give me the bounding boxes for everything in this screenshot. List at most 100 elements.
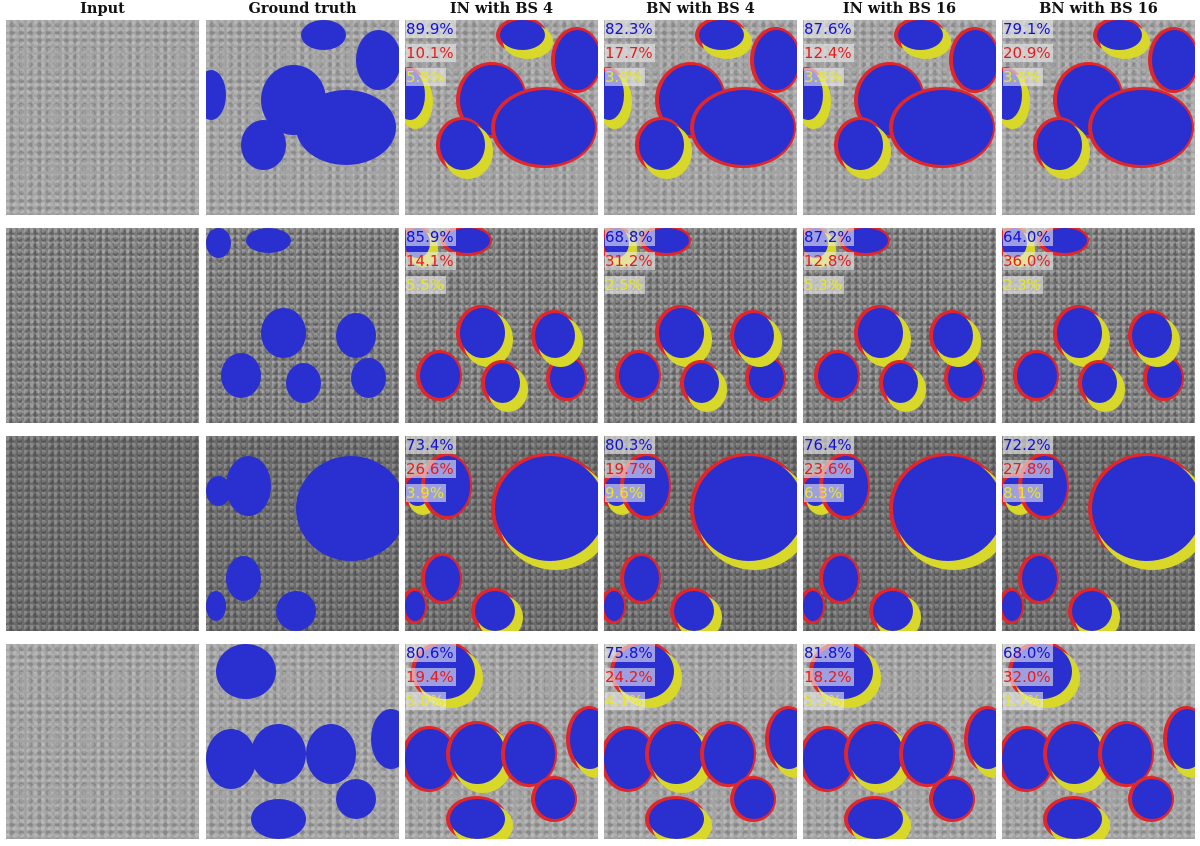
input-image [6,20,199,215]
prediction-overlay-image: 76.4% 23.6% 6.3% [803,436,996,631]
true-positive-region [639,120,684,170]
true-positive-region [1092,90,1192,165]
true-positive-region [604,591,624,621]
false-negative-percentage: 23.6% [804,460,854,478]
false-negative-percentage: 12.8% [804,252,854,270]
false-positive-percentage: 6.3% [804,484,845,502]
true-positive-region [500,20,545,50]
true-positive-region [460,308,505,358]
false-positive-percentage: 5.3% [804,692,845,710]
ground-truth-particle [246,228,291,253]
true-positive-region [1132,313,1172,358]
true-positive-region [684,363,719,403]
prediction-overlay-image: 89.9% 10.1% 5.8% [405,20,598,215]
true-positive-region [933,779,973,819]
true-positive-region [883,363,918,403]
ground-truth-image [206,436,399,631]
true-positive-region [1092,456,1195,561]
true-positive-region [674,591,714,631]
true-positive-region [803,591,823,621]
true-positive-percentage: 81.8% [804,644,854,662]
true-positive-percentage: 85.9% [406,228,456,246]
true-positive-region [425,556,460,601]
column-header: BN with BS 16 [1039,0,1158,17]
false-positive-percentage: 2.3% [1003,276,1044,294]
true-positive-percentage: 73.4% [406,436,456,454]
ground-truth-particle [206,729,256,789]
true-positive-region [420,353,460,398]
false-negative-percentage: 32.0% [1003,668,1053,686]
true-positive-region [1102,724,1152,784]
ground-truth-particle [206,591,226,621]
prediction-overlay-image: 79.1% 20.9% 3.6% [1002,20,1195,215]
prediction-overlay-image: 75.8% 24.2% 4.1% [604,644,797,839]
column-header: IN with BS 16 [842,0,957,17]
true-positive-percentage: 75.8% [605,644,655,662]
true-positive-percentage: 82.3% [605,20,655,38]
ground-truth-particle [286,363,321,403]
false-negative-percentage: 10.1% [406,44,456,62]
micrograph-texture [6,436,199,631]
ground-truth-image [206,20,399,215]
ground-truth-particle [206,70,226,120]
true-positive-region [848,724,903,784]
true-positive-region [1097,20,1142,50]
true-positive-region [535,313,575,358]
ground-truth-image [206,228,399,423]
prediction-overlay-image: 85.9% 14.1% 5.5% [405,228,598,423]
true-positive-region [704,724,754,784]
false-positive-percentage: 1.7% [1003,692,1044,710]
false-positive-percentage: 5.3% [804,276,845,294]
true-positive-region [555,30,598,90]
true-positive-region [1132,779,1172,819]
micrograph-texture [6,644,199,839]
false-negative-percentage: 31.2% [605,252,655,270]
ground-truth-particle [301,20,346,50]
true-positive-region [893,456,996,561]
false-positive-percentage: 3.0% [605,68,646,86]
true-positive-region [734,313,774,358]
prediction-overlay-image: 87.2% 12.8% 5.3% [803,228,996,423]
ground-truth-particle [261,308,306,358]
true-positive-percentage: 80.6% [406,644,456,662]
true-positive-percentage: 72.2% [1003,436,1053,454]
input-image [6,436,199,631]
false-negative-percentage: 12.4% [804,44,854,62]
true-positive-region [1037,120,1082,170]
true-positive-region [1002,591,1022,621]
true-positive-region [1017,353,1057,398]
ground-truth-particle [276,591,316,631]
true-positive-region [694,456,797,561]
false-negative-percentage: 19.4% [406,668,456,686]
true-positive-region [893,90,993,165]
true-positive-region [1072,591,1112,631]
prediction-overlay-image: 73.4% 26.6% 3.9% [405,436,598,631]
true-positive-region [769,709,797,769]
true-positive-region [1057,308,1102,358]
false-positive-percentage: 4.1% [605,692,646,710]
true-positive-region [1152,30,1195,90]
true-positive-region [619,353,659,398]
prediction-overlay-image: 64.0% 36.0% 2.3% [1002,228,1195,423]
true-positive-region [898,20,943,50]
true-positive-region [495,90,595,165]
ground-truth-particle [296,456,399,561]
true-positive-percentage: 68.0% [1003,644,1053,662]
ground-truth-particle [296,90,396,165]
ground-truth-particle [241,120,286,170]
column-header: Ground truth [248,0,357,17]
true-positive-region [1082,363,1117,403]
true-positive-region [495,456,598,561]
true-positive-percentage: 68.8% [605,228,655,246]
column-header: IN with BS 4 [449,0,554,17]
true-positive-region [405,591,425,621]
true-positive-region [624,556,659,601]
prediction-overlay-image: 87.6% 12.4% 3.8% [803,20,996,215]
ground-truth-particle [251,799,306,839]
true-positive-region [535,779,575,819]
ground-truth-particle [251,724,306,784]
true-positive-region [823,556,858,601]
true-positive-percentage: 76.4% [804,436,854,454]
input-image [6,644,199,839]
micrograph-texture [6,228,199,423]
